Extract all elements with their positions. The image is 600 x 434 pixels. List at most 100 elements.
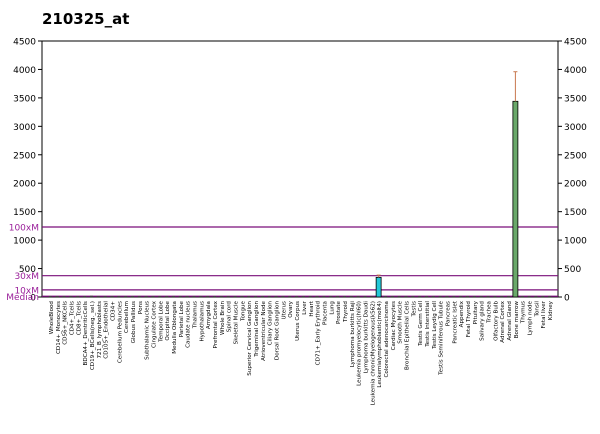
bar	[466, 296, 470, 297]
category-label: Prostate	[336, 300, 342, 324]
category-label: Testis Seminiferous Tubule	[439, 300, 445, 375]
category-label: Subthalamic Nucleus	[145, 301, 151, 360]
bar	[548, 296, 552, 297]
reference-line-label: 10xM	[14, 286, 39, 296]
y-tick-label-left: 500	[19, 265, 36, 275]
category-label: Thalamus	[193, 301, 199, 329]
category-label: Salivary gland	[480, 301, 486, 341]
bar	[383, 296, 387, 297]
category-label: Leukemia chronicMyelogenous(k562)	[370, 301, 376, 405]
category-label: Trigeminal Ganglion	[254, 301, 260, 358]
category-label: Adrenal Cortex	[500, 300, 506, 342]
y-tick-label-right: 3500	[564, 94, 587, 104]
bar	[418, 296, 422, 297]
bar	[493, 296, 497, 297]
y-tick-label-right: 4500	[564, 38, 587, 48]
category-label: Dorsal Root Ganglion	[275, 301, 281, 361]
bar	[452, 296, 456, 297]
bar	[438, 296, 442, 297]
y-tick-label-left: 3500	[13, 94, 36, 104]
bar	[110, 296, 114, 297]
category-label: Kidney	[548, 300, 554, 320]
bar	[62, 296, 66, 297]
category-label: Heart	[309, 300, 315, 316]
bar	[69, 296, 73, 297]
bar	[541, 296, 545, 297]
category-label: CD105+_Endothelial	[104, 301, 110, 359]
bar	[500, 296, 504, 297]
category-label: Whole Brain	[220, 301, 226, 335]
bar	[144, 296, 148, 297]
y-tick-label-right: 2500	[564, 151, 587, 161]
category-label: Spinal cord	[227, 301, 233, 333]
bar	[260, 296, 264, 297]
category-label: Cerebellum Peduncles	[117, 301, 123, 363]
category-label: Trachea	[487, 301, 493, 324]
bar	[89, 295, 93, 297]
category-label: BDCA4+_DentriticCells	[83, 301, 89, 366]
category-label: Caudate nucleus	[186, 301, 192, 348]
category-label: Lymphoma burkitts Daudi	[363, 301, 369, 374]
category-label: Parietal Lobe	[179, 300, 185, 337]
bar	[295, 296, 299, 297]
bar	[404, 296, 408, 297]
category-label: CD34+	[110, 301, 116, 321]
bar	[288, 296, 292, 297]
bar	[254, 296, 258, 297]
category-label: Cingulate Cortex	[151, 300, 157, 348]
plot-area: 0 0 500 500 1000 1000 1500 1500 2000 2000 2500 2500…	[6, 38, 587, 406]
category-label: Olfactory Bulb	[493, 301, 499, 341]
category-label: Appendix	[459, 300, 465, 327]
reference-line-label: Median	[6, 293, 39, 303]
bar	[329, 296, 333, 297]
category-label: Thyroid	[343, 301, 349, 323]
y-tick-label-left: 3000	[13, 123, 36, 133]
bar	[375, 276, 382, 298]
plot-frame	[41, 40, 559, 298]
category-label: Fetal liver	[541, 300, 547, 328]
bar	[308, 296, 312, 297]
category-label: Testis Leydig Cell	[432, 301, 438, 350]
bar	[315, 296, 319, 297]
bar	[431, 296, 435, 297]
chart-title: 210325_at	[42, 10, 129, 28]
y-tick-label-right: 3000	[564, 123, 587, 133]
category-label: CD14+_Monocytes	[56, 301, 62, 354]
category-label: Pancreas	[446, 301, 452, 326]
category-label: Ciliary Ganglion	[268, 301, 274, 346]
bar	[322, 296, 326, 297]
category-label: Lymph node	[528, 300, 534, 335]
category-label: CD8+_Tcells	[76, 301, 82, 335]
bar	[213, 296, 217, 297]
category-label: Cardiac Myocytes	[391, 301, 397, 351]
bar	[472, 296, 476, 297]
bar	[192, 296, 196, 297]
category-label: WholeBlood	[49, 301, 55, 335]
bar	[281, 296, 285, 297]
category-label: Bone marrow	[514, 301, 520, 339]
category-label: Testis	[411, 301, 417, 318]
y-tick-label-left: 4000	[13, 66, 36, 76]
bar	[130, 296, 134, 297]
category-label: Leukemialymphoblastic(molt4)	[377, 301, 383, 388]
bar	[411, 296, 415, 297]
bar	[233, 296, 237, 297]
bar	[48, 296, 52, 297]
category-label: CD71+_Early Erythroid	[316, 301, 322, 366]
category-label: 721_B_lymphoblasts	[97, 301, 103, 359]
reference-line-label: 100xM	[9, 224, 39, 234]
bar	[165, 296, 169, 297]
category-label: Uterus Corpus	[295, 301, 301, 341]
bar	[137, 296, 141, 297]
category-label: CD4+_Tcells	[69, 301, 75, 335]
category-label: Fetal Thyroid	[466, 301, 472, 338]
category-label: Medulla Oblongata	[172, 301, 178, 354]
y-tick-label-right: 1000	[564, 237, 587, 247]
bar	[274, 296, 278, 297]
category-label: Atrioventricular Node	[261, 300, 267, 360]
category-label: Pituitary	[473, 300, 479, 324]
bar	[83, 296, 87, 297]
bar	[527, 296, 531, 297]
bar	[117, 296, 121, 297]
bar	[247, 296, 251, 297]
